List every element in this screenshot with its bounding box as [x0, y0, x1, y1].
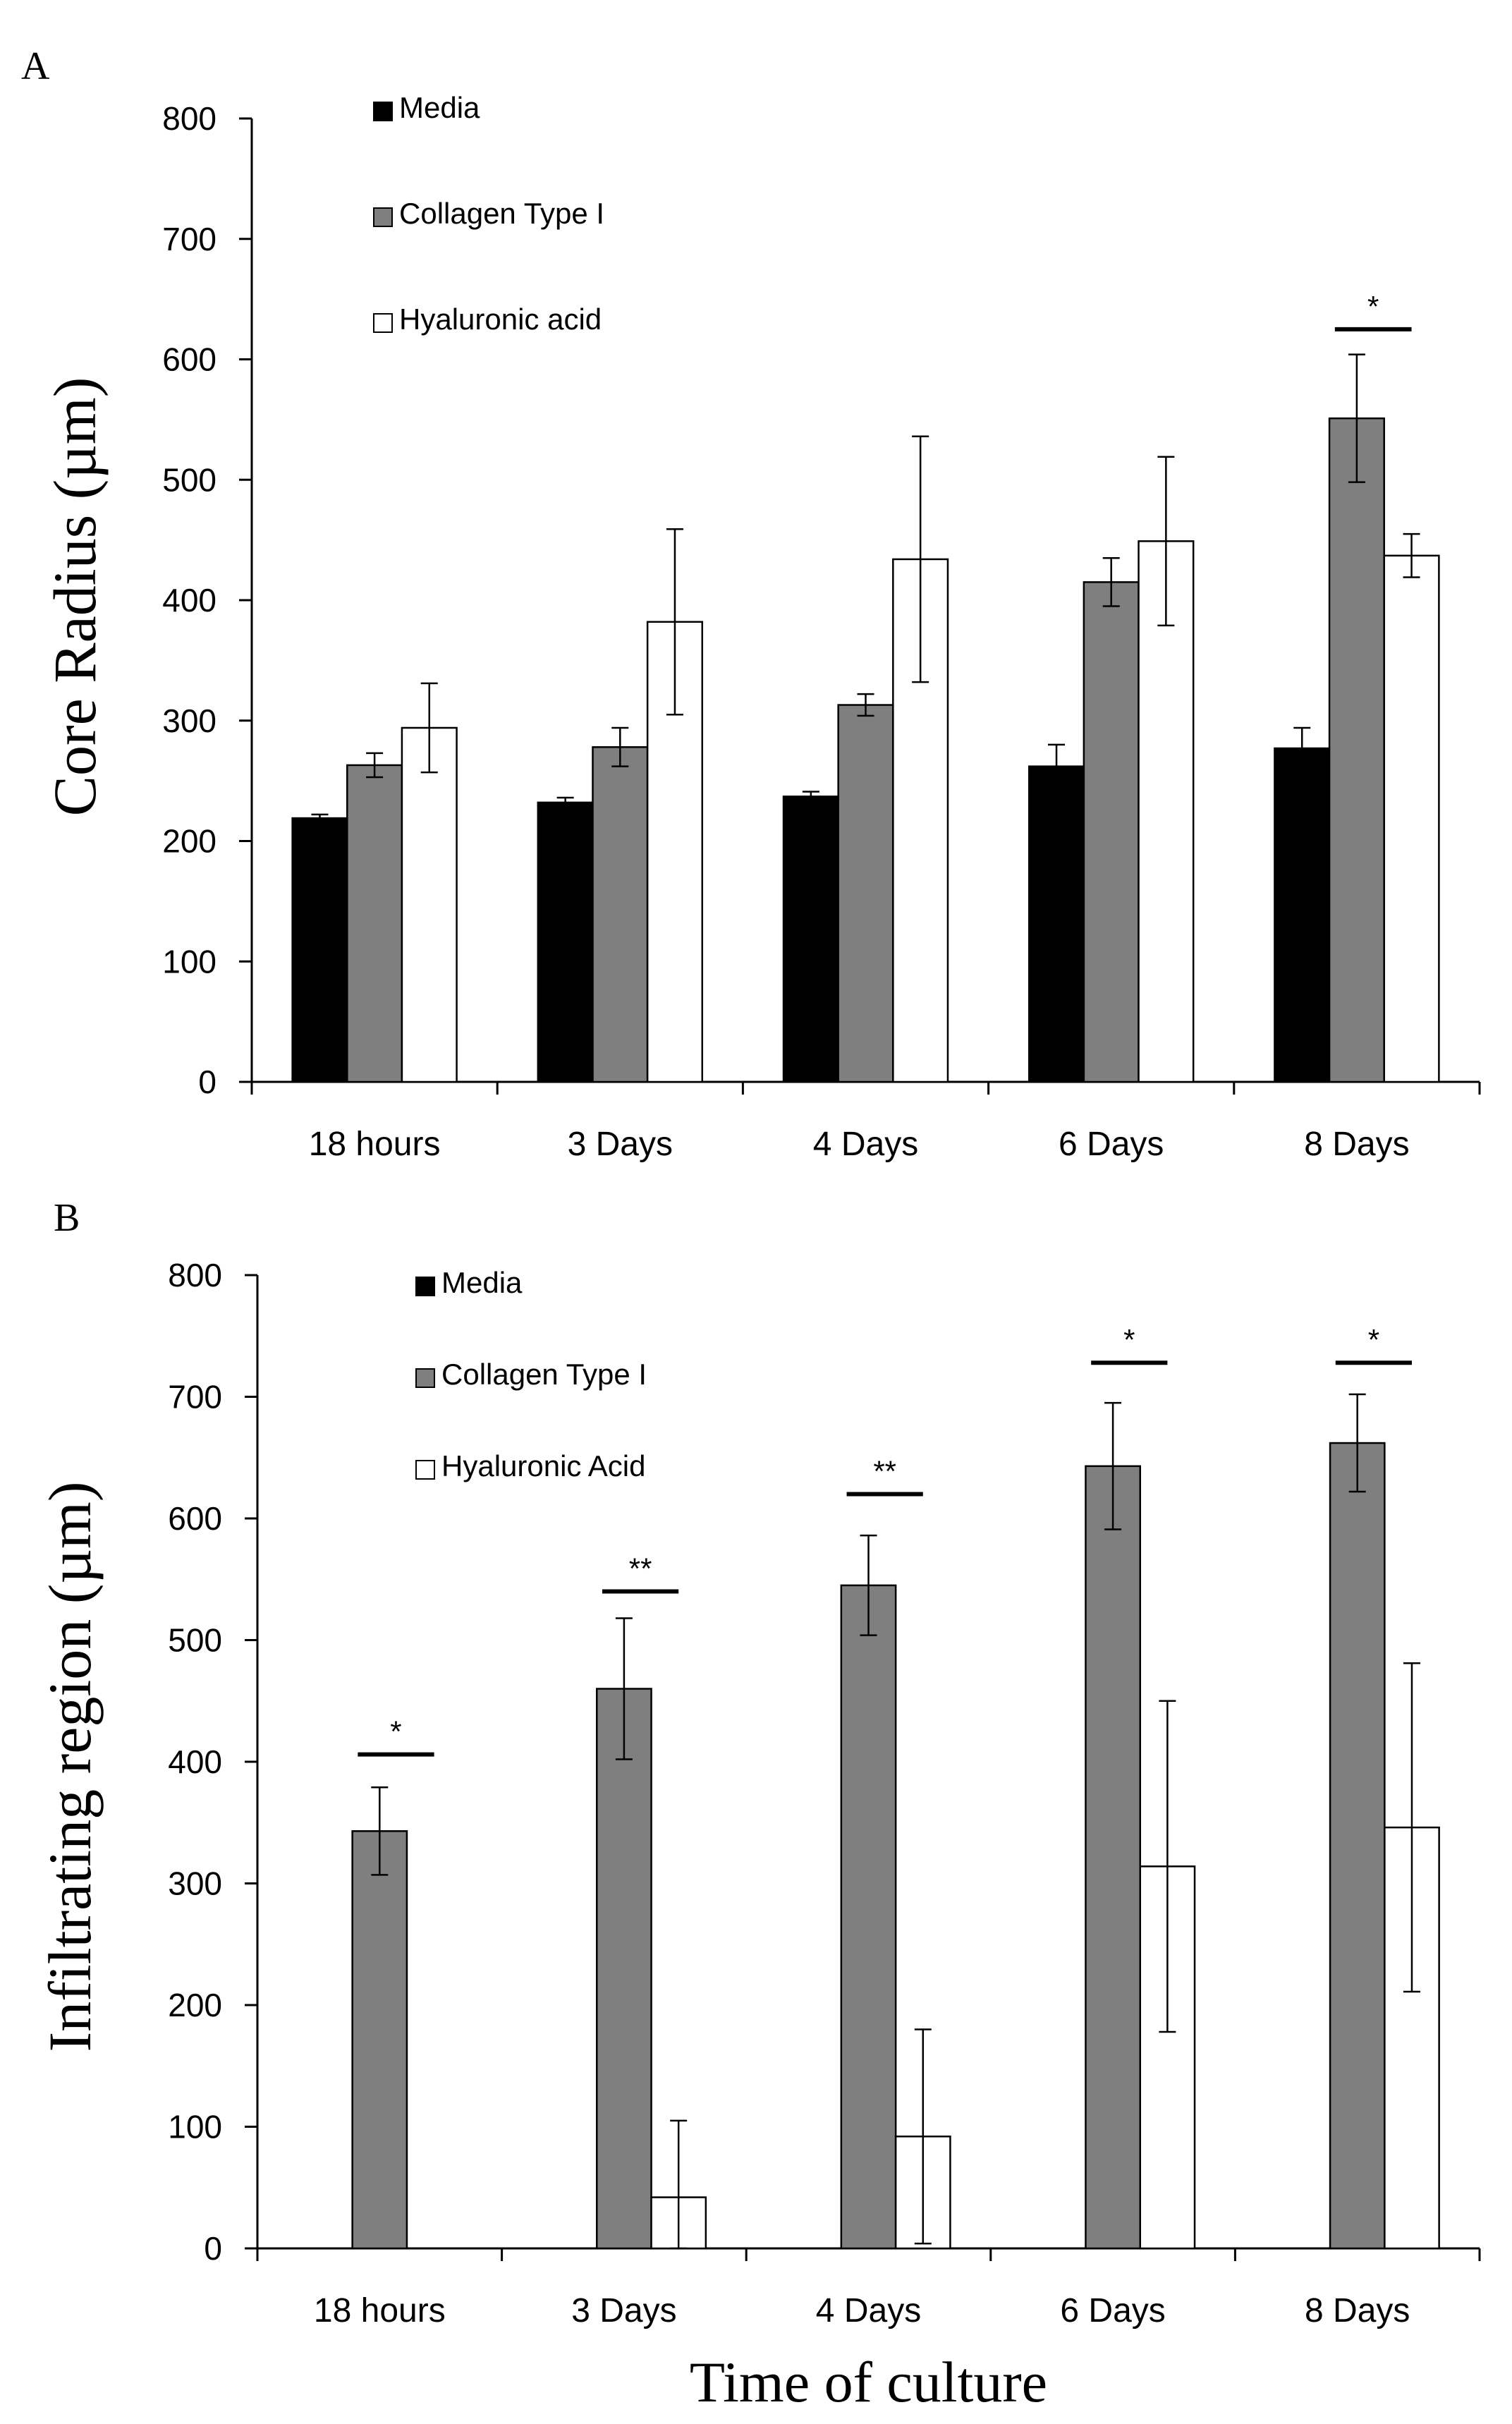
panel-b-legend-label-collagen-type-i: Collagen Type I	[441, 1358, 647, 1391]
panel-a-y-tick-label: 100	[162, 943, 217, 980]
panel-b-bar-collagen-type-i-4-days	[840, 1584, 897, 2250]
panel-b-y-tick-label: 300	[168, 1865, 222, 1902]
panel-a-category-label: 18 hours	[309, 1126, 441, 1163]
panel-a-y-tick-label: 0	[198, 1064, 217, 1100]
panel-a-bar-collagen-type-i-3-days	[592, 746, 649, 1083]
panel-a-bar-media-3-days	[537, 801, 594, 1083]
panel-a-y-tick-label: 600	[162, 341, 217, 378]
panel-b-y-tick-label: 500	[168, 1622, 222, 1659]
panel-b-y-tick-label: 700	[168, 1379, 222, 1415]
panel-a-letter: A	[21, 44, 50, 88]
panel-a-legend-swatch-collagen-type-i	[373, 207, 393, 227]
panel-a-category-label: 6 Days	[1059, 1126, 1164, 1163]
panel-b-legend-swatch-collagen-type-i	[415, 1368, 435, 1388]
panel-b-category-label: 3 Days	[571, 2292, 676, 2329]
panel-b-significance-marker: **	[873, 1455, 896, 1488]
panel-a: A 0 100 200 300 400 500 600 700 800 18 hours 3 Day…	[21, 44, 1481, 1163]
panel-b-y-tick-label: 600	[168, 1500, 222, 1537]
panel-a-legend-swatch-media	[373, 102, 393, 121]
panel-b-significance-marker: **	[629, 1552, 652, 1585]
panel-a-legend-label-collagen-type-i: Collagen Type I	[399, 197, 604, 230]
panel-a-bar-collagen-type-i-18-hours	[346, 764, 403, 1083]
panel-a-bar-media-18-hours	[291, 817, 348, 1083]
panel-a-y-tick-label: 700	[162, 221, 217, 257]
panel-a-category-label: 3 Days	[568, 1126, 673, 1163]
panel-b-significance-marker: *	[1368, 1323, 1379, 1356]
panel-a-y-tick-label: 800	[162, 100, 217, 137]
panel-b-category-label: 6 Days	[1060, 2292, 1165, 2329]
panel-a-bar-collagen-type-i-4-days	[837, 704, 894, 1083]
panel-a-legend-label-media: Media	[399, 91, 480, 124]
panel-b-y-tick-label: 400	[168, 1743, 222, 1780]
panel-b-y-tick-label: 100	[168, 2109, 222, 2145]
panel-b-bar-collagen-type-i-6-days	[1085, 1465, 1141, 2250]
panel-b-legend-swatch-media	[415, 1277, 435, 1296]
panel-b-bar-collagen-type-i-3-days	[596, 1688, 652, 2250]
panel-b-bar-collagen-type-i-18-hours	[351, 1830, 408, 2250]
panel-a-y-tick-label: 500	[162, 461, 217, 498]
panel-a-y-tick-label: 300	[162, 702, 217, 739]
panel-a-y-tick-label: 400	[162, 582, 217, 619]
panel-a-y-tick-label: 200	[162, 823, 217, 860]
panel-b-significance-marker: *	[390, 1715, 401, 1748]
panel-b-y-tick-label: 0	[204, 2230, 222, 2267]
panel-a-legend-swatch-hyaluronic-acid	[373, 313, 393, 333]
panel-b-x-axis-title: Time of culture	[690, 2350, 1047, 2414]
panel-a-bar-media-6-days	[1028, 765, 1085, 1083]
panel-a-legend-label-hyaluronic-acid: Hyaluronic acid	[399, 303, 602, 336]
panel-b-category-label: 8 Days	[1305, 2292, 1410, 2329]
panel-a-bar-collagen-type-i-8-days	[1328, 417, 1385, 1083]
panel-b-y-tick-label: 200	[168, 1987, 222, 2023]
panel-a-significance-marker: *	[1367, 290, 1379, 323]
panel-a-bar-media-8-days	[1274, 747, 1331, 1083]
panel-b-legend-label-media: Media	[441, 1266, 523, 1299]
panel-b-y-axis-title: Infiltrating region (µm)	[36, 1482, 104, 2052]
panel-b-y-tick-label: 800	[168, 1257, 222, 1293]
panel-b-letter: B	[54, 1196, 80, 1240]
panel-b-category-label: 4 Days	[816, 2292, 921, 2329]
panel-b-legend-label-hyaluronic-acid: Hyaluronic Acid	[441, 1449, 645, 1482]
panel-b-legend-swatch-hyaluronic-acid	[415, 1460, 435, 1480]
panel-a-bar-collagen-type-i-6-days	[1083, 581, 1140, 1083]
panel-a-category-label: 4 Days	[813, 1126, 918, 1163]
panel-a-category-label: 8 Days	[1304, 1126, 1409, 1163]
panel-a-bar-hyaluronic-acid-6-days	[1138, 540, 1195, 1083]
panel-b-significance-marker: *	[1123, 1323, 1135, 1356]
panel-b: B 0 100 200 300 400 500 600 700 800 18 hours 3 Day…	[36, 1196, 1481, 2414]
panel-a-bar-hyaluronic-acid-8-days	[1383, 554, 1440, 1083]
panel-a-bar-hyaluronic-acid-18-hours	[401, 726, 458, 1083]
panel-a-bar-media-4-days	[782, 796, 839, 1083]
panel-a-y-axis-title: Core Radius (µm)	[41, 377, 109, 817]
panel-b-category-label: 18 hours	[314, 2292, 446, 2329]
panel-b-bar-collagen-type-i-8-days	[1329, 1442, 1386, 2250]
